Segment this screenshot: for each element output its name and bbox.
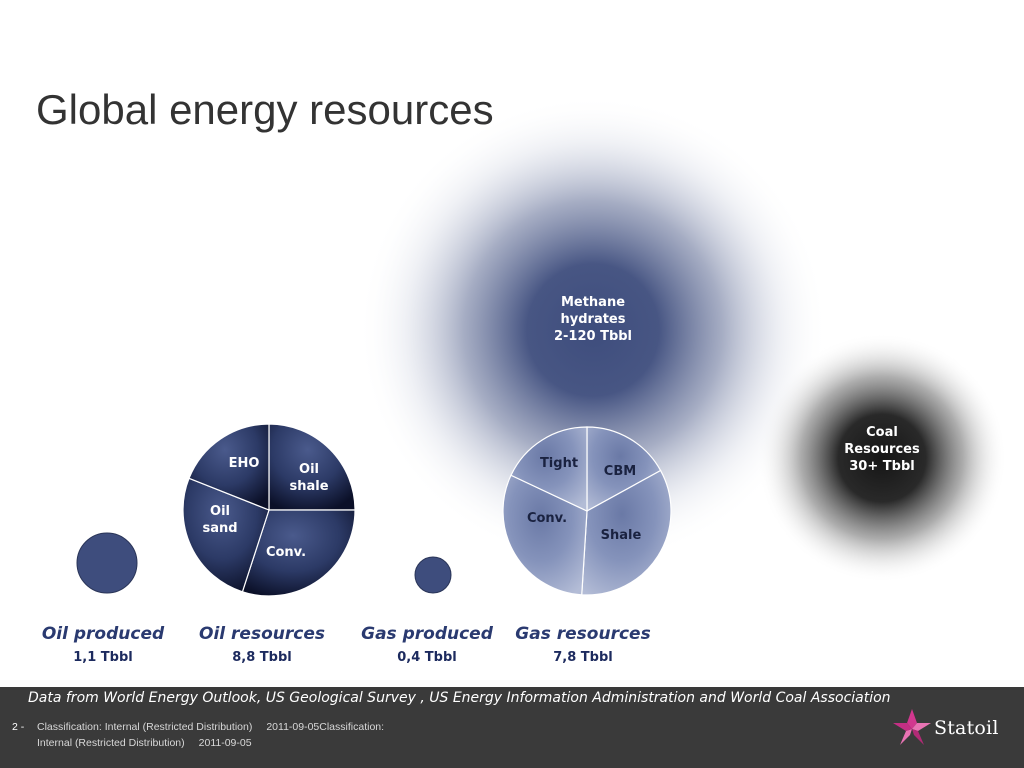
- oil-produced-circle: [76, 532, 138, 594]
- oil-resources-slice-oil-sand: [188, 423, 270, 511]
- oil-resources-slice-label: Oil: [299, 462, 319, 477]
- oil-resources-slice-label: Conv.: [266, 545, 306, 560]
- coal-resources-label: Resources: [844, 442, 920, 457]
- energy-chart: Methane hydrates 2-120 Tbbl Coal Resources 30…: [42, 95, 1007, 665]
- oil-resources-slice-label: Oil: [210, 504, 230, 519]
- classification-text: Classification: Internal (Restricted Dis…: [37, 721, 253, 733]
- gas-resources-slice-label: Tight: [540, 456, 578, 471]
- coal-resources-halo: [757, 333, 1007, 583]
- methane-hydrates-label: Methane: [561, 295, 625, 310]
- oil-resources-slice-label: shale: [289, 479, 328, 494]
- gas-resources-slice-conv: [502, 474, 588, 596]
- oil-produced-name: Oil produced: [42, 624, 165, 644]
- gas-resources-slice-label: Conv.: [527, 511, 567, 526]
- gas-resources-slice-shale: [581, 469, 672, 596]
- coal-resources-label: 30+ Tbbl: [849, 459, 914, 474]
- oil-resources-slice-oil-shale: [241, 509, 356, 597]
- methane-hydrates-label: hydrates: [561, 312, 626, 327]
- gas-resources-slice-label: Shale: [601, 528, 642, 543]
- gas-resources-slice-tight: [510, 426, 588, 512]
- footer: Data from World Energy Outlook, US Geolo…: [0, 687, 1024, 768]
- slide-number: 2 -: [12, 721, 25, 733]
- footer-date: 2011-09-05: [266, 721, 320, 733]
- page-title: Global energy resources: [36, 86, 494, 133]
- star-logo-icon: [893, 709, 931, 745]
- oil-resources-slice-label: sand: [202, 521, 237, 536]
- coal-resources-label: Coal: [866, 425, 898, 440]
- oil-resources-slice-conv: [182, 477, 270, 593]
- gas-produced-value: 0,4 Tbbl: [397, 650, 457, 665]
- classification-line-2: Internal (Restricted Distribution) 2011-0…: [37, 737, 252, 749]
- gas-resources-slice-label: CBM: [604, 464, 636, 479]
- classification-text-2: Internal (Restricted Distribution): [37, 737, 185, 749]
- oil-resources-slice-eho: [268, 423, 356, 511]
- source-note: Data from World Energy Outlook, US Geolo…: [28, 690, 891, 706]
- classification-line: Classification: Internal (Restricted Dis…: [37, 721, 384, 733]
- footer-date-2: 2011-09-05: [198, 737, 252, 749]
- gas-produced-name: Gas produced: [361, 624, 494, 644]
- oil-produced-value: 1,1 Tbbl: [73, 650, 133, 665]
- statoil-logo: Statoil: [890, 705, 1000, 755]
- oil-resources-value: 8,8 Tbbl: [232, 650, 292, 665]
- gas-resources-value: 7,8 Tbbl: [553, 650, 613, 665]
- methane-hydrates-halo: [358, 95, 828, 565]
- gas-resources-name: Gas resources: [515, 624, 650, 644]
- classification-trail: Classification:: [319, 721, 385, 733]
- logo-text: Statoil: [934, 717, 999, 739]
- gas-resources-slice-cbm: [586, 426, 662, 513]
- oil-resources-slice-label: EHO: [229, 456, 260, 471]
- oil-resources-name: Oil resources: [199, 624, 325, 644]
- gas-produced-circle: [414, 556, 452, 594]
- methane-hydrates-label: 2-120 Tbbl: [554, 329, 632, 344]
